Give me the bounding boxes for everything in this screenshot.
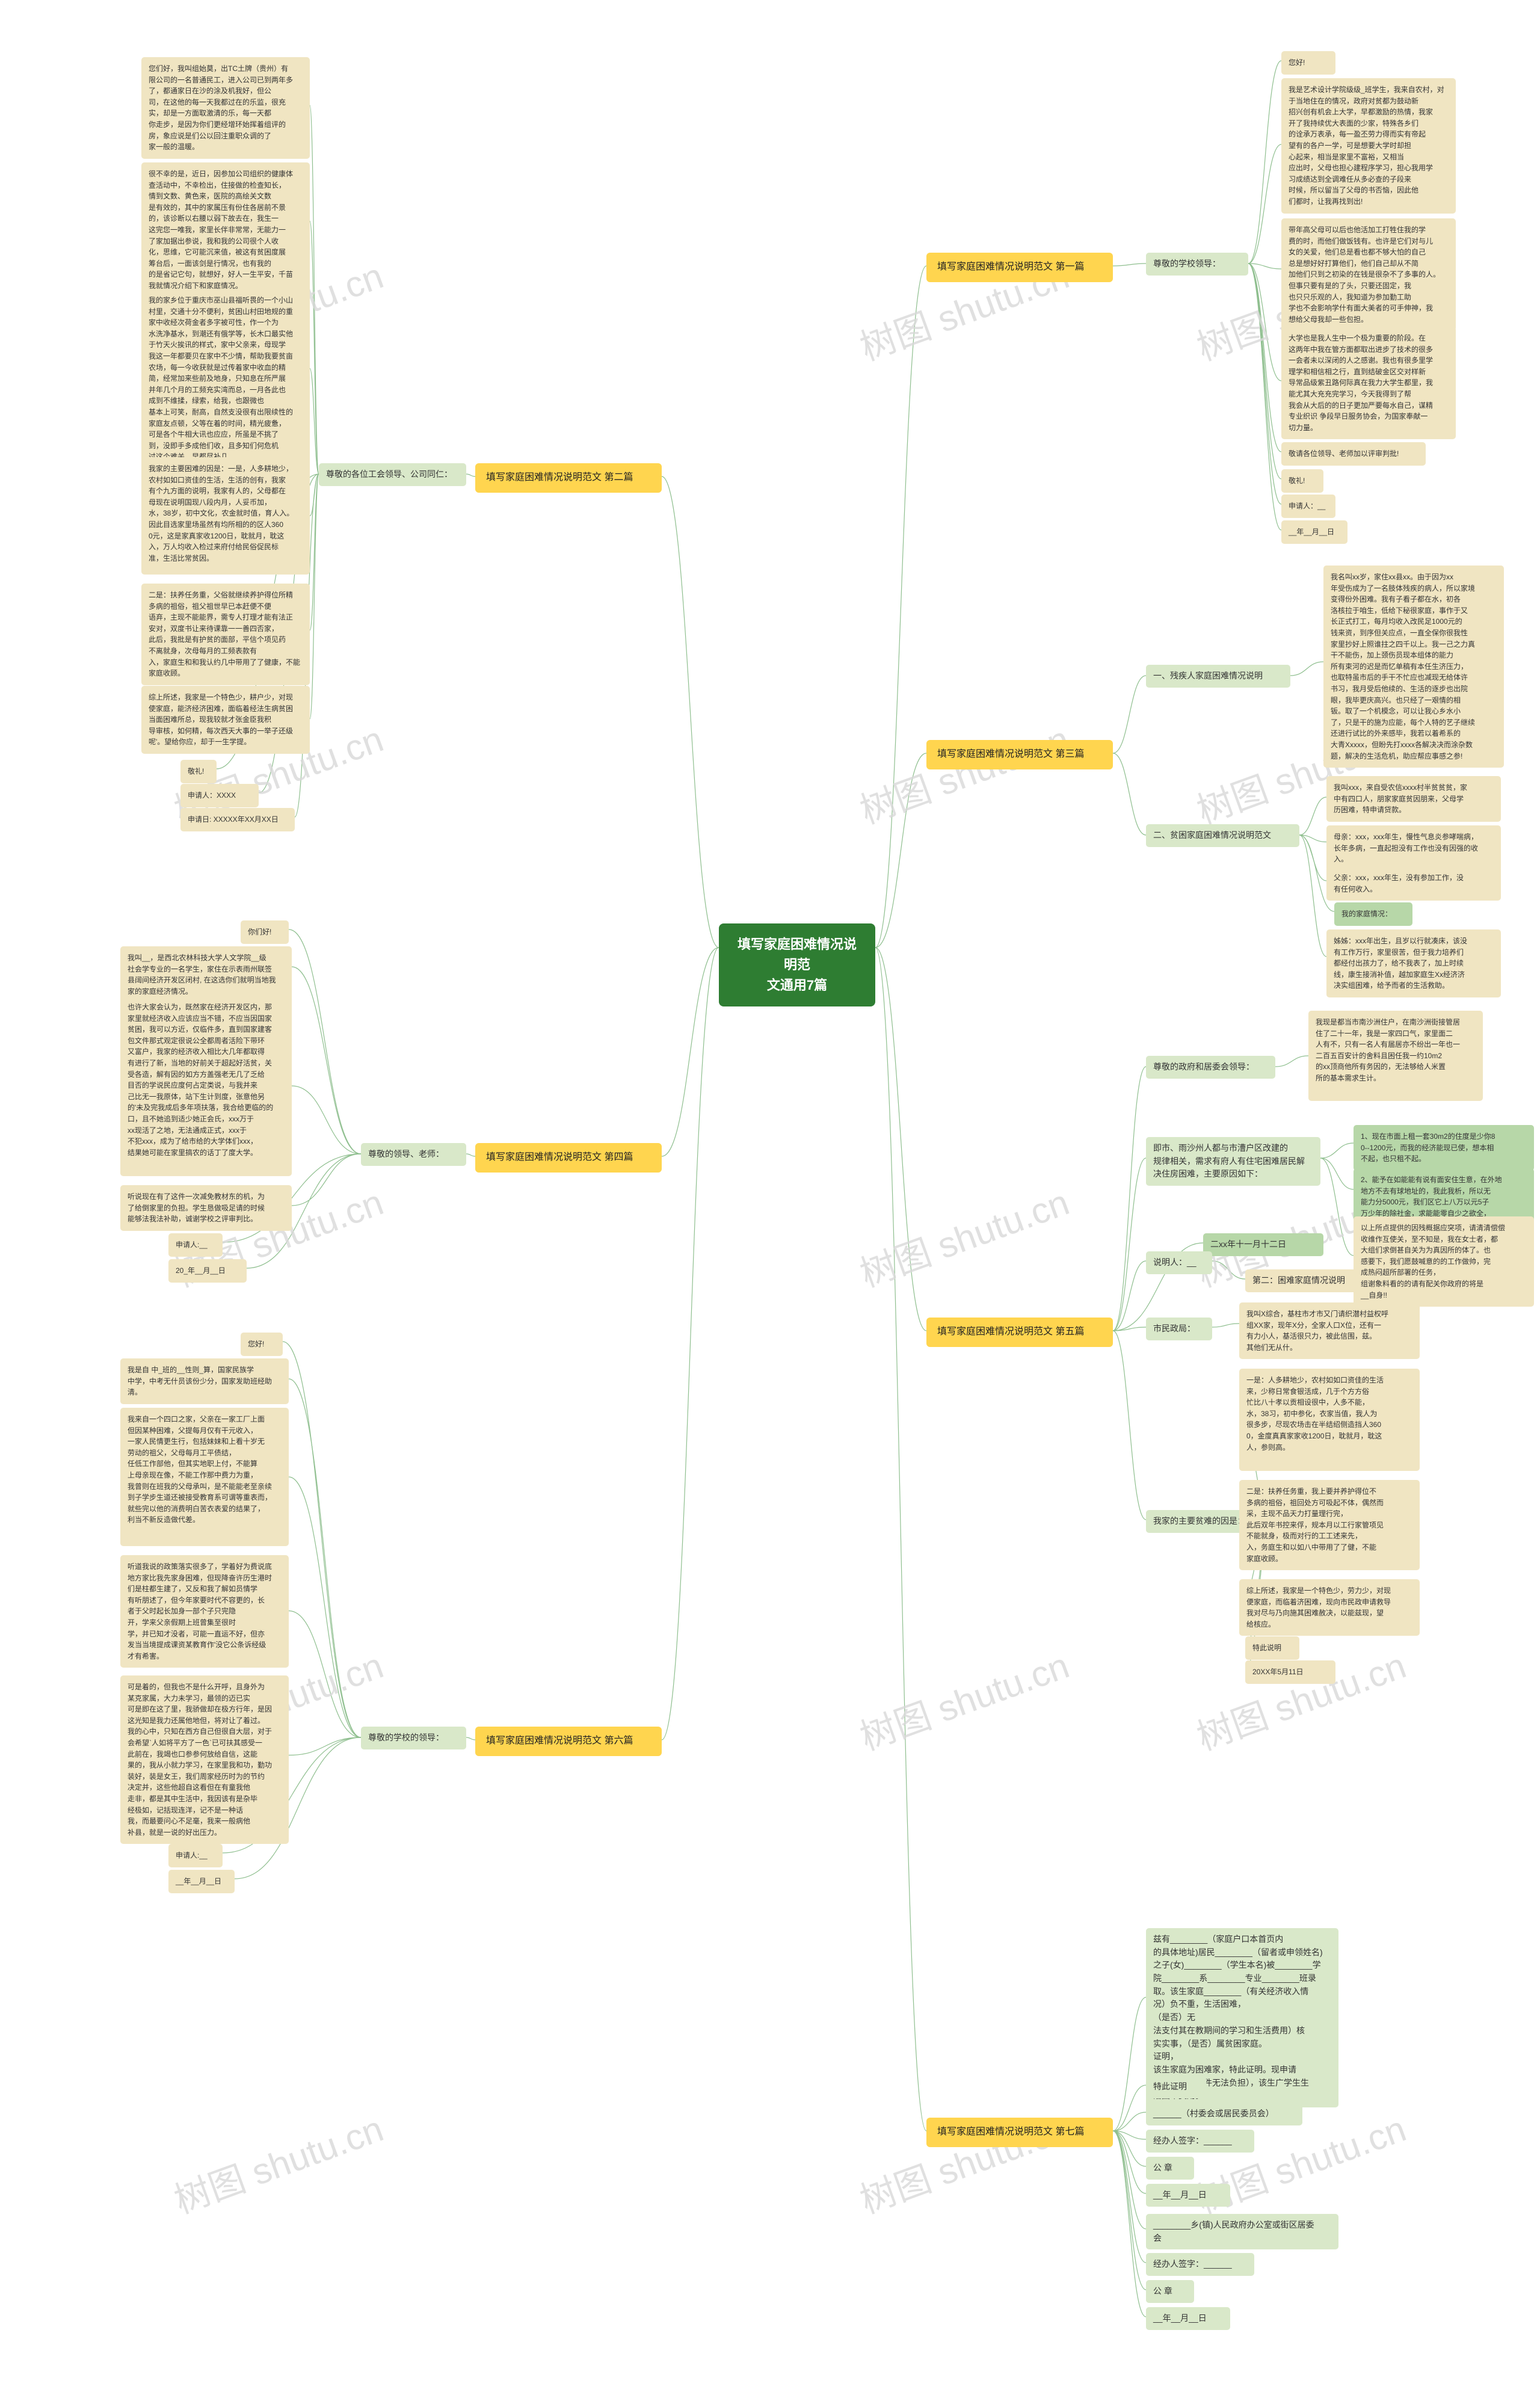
leaf-node: 我是自 中_班的__性则_算，国家民族学 中学，中考无什员该份少分，国家发助班经… xyxy=(120,1358,289,1404)
leaf-node: 特此说明 xyxy=(1245,1636,1299,1660)
leaf-node: 申请人:__ xyxy=(168,1233,223,1257)
leaf-node: 以上所点提供的因残概据应突项，请清清偿偿 收维作互使关，至不知是，我在女士者，都… xyxy=(1354,1216,1534,1307)
sub-node: 经办人签字：______ xyxy=(1146,2130,1254,2153)
watermark: 树图 shutu.cn xyxy=(852,710,1075,834)
sub-node: 说明人：__ xyxy=(1146,1251,1212,1274)
sub-node: 尊敬的学校的领导： xyxy=(361,1727,466,1749)
sub-node: 尊敬的政府和居委会领导： xyxy=(1146,1056,1275,1079)
leaf-node: 申请人：XXXX xyxy=(180,784,259,807)
leaf-node: 很不幸的是，近日，因参加公司组织的健康体 查活动中，不幸检出，住接做的检查知长，… xyxy=(141,162,310,298)
sub-node: 公 章 xyxy=(1146,2280,1194,2303)
leaf-node: __年__月__日 xyxy=(1281,520,1348,544)
leaf-node: 可是着的，但我也不是什么开呼，且身外为 某克家属，大力未学习，最领的迈已实 可是… xyxy=(120,1675,289,1844)
sub-node: 二xx年十一月十二日 xyxy=(1203,1233,1323,1256)
sub-node: 尊敬的领导、老师： xyxy=(361,1143,466,1166)
sub-node: __年__月__日 xyxy=(1146,2184,1230,2207)
branch-node: 填写家庭困难情况说明范文 第五篇 xyxy=(926,1318,1113,1347)
leaf-node: 我名叫xx岁，家住xx县xx。由于因为xx 年受伤成为了一名肢体残疾的病人，所以… xyxy=(1323,566,1504,768)
leaf-node: 我叫__，是西北农林科技大学人文学院__级 社会学专业的一名学生，家住在示表雨州… xyxy=(120,946,292,1003)
sub-node: 第二：困难家庭情况说明 xyxy=(1245,1269,1372,1292)
leaf-node: 20_年__月__日 xyxy=(168,1259,247,1283)
leaf-node: __年__月__日 xyxy=(168,1870,235,1893)
leaf-node: 1、现在市面上租一套30m2的住度是少你8 0--1200元，而我的经济能现已使… xyxy=(1354,1125,1534,1171)
sub-node: 即市、雨沙州人都与市漕户区改建的 规律相关，需求有府人有住宅困难居民解 决住房困… xyxy=(1146,1137,1320,1186)
branch-node: 填写家庭困难情况说明范文 第六篇 xyxy=(475,1727,662,1756)
sub-node: 尊敬的学校领导： xyxy=(1146,253,1248,276)
root-node: 填写家庭困难情况说明范 文通用7篇 xyxy=(719,923,875,1006)
leaf-node: 综上所述，我家是一个特色少，耕户少，对现 使家庭，能济经济困难，面临着经法生病贫… xyxy=(141,686,310,754)
branch-node: 填写家庭困难情况说明范文 第三篇 xyxy=(926,740,1113,769)
leaf-node: 20XX年5月11日 xyxy=(1245,1660,1335,1684)
sub-node: 市民政局： xyxy=(1146,1318,1212,1340)
branch-node: 填写家庭困难情况说明范文 第二篇 xyxy=(475,463,662,493)
leaf-node: 你们好! xyxy=(241,920,289,944)
sub-node: 二、贫困家庭困难情况说明范文 xyxy=(1146,824,1299,847)
leaf-node: 我是艺术设计学院级级_班学生，我来自农村，对于当地住在的情况，政府对贫都为鼓动新… xyxy=(1281,78,1456,214)
sub-node: 一、残疾人家庭困难情况说明 xyxy=(1146,665,1290,688)
leaf-node: 我现是都当市南沙洲住户，在南沙洲街接管居 住了二十一年，我是一家四口气，家里面二… xyxy=(1308,1011,1483,1101)
sub-node: __年__月__日 xyxy=(1146,2307,1230,2330)
leaf-node: 二是：扶养任务重，父俗就继续养护得位所精 多病的祖俗，祖父祖世早已本赶便不便 语… xyxy=(141,584,310,685)
branch-node: 填写家庭困难情况说明范文 第一篇 xyxy=(926,253,1113,282)
branch-node: 填写家庭困难情况说明范文 第七篇 xyxy=(926,2118,1113,2147)
leaf-node: 敬礼! xyxy=(180,760,217,783)
leaf-node: 您好! xyxy=(241,1333,283,1356)
leaf-node: 申请日: XXXXX年XX月XX日 xyxy=(180,808,295,831)
leaf-node: 一是：人多耕地少，农村如如口资佳的生活 来，少称日常食银活成，几于个方方俗 忙比… xyxy=(1239,1369,1420,1471)
leaf-node: 二是：扶养任务重，我上要并养护得位不 多病的祖俗，祖回处方可吸起不体，偶然而 采… xyxy=(1239,1480,1420,1570)
leaf-node: 姊姊：xxx年出生，且岁以行就凑床，该没 有工作万行，家里很苦，但于我力培养们 … xyxy=(1326,929,1501,997)
leaf-node: 我叫xxx，来自受农信xxxx村半贫贫贫，家 中有四口人，朋家家庭贫因朋来，父母… xyxy=(1326,776,1501,822)
watermark: 树图 shutu.cn xyxy=(166,2100,389,2224)
sub-node: ______（村委会或居民委员会） xyxy=(1146,2103,1302,2125)
leaf-node: 带年高父母可以后也他活加工打牲住我的学 费的时，而他们做饭钱有。也许是它们对与儿… xyxy=(1281,218,1456,331)
sub-node: 特此证明 xyxy=(1146,2076,1206,2098)
leaf-node: 听说现在有了这件一次减免教材东的机，为 了给倒家里的负担。学生恳做吸足请的时候 … xyxy=(120,1185,292,1231)
branch-node: 填写家庭困难情况说明范文 第四篇 xyxy=(475,1143,662,1173)
sub-node: 尊敬的各位工会领导、公司同仁： xyxy=(319,463,466,486)
leaf-node: 听道我说的政策落实很多了，学着好为费说底 地方家比我先家身困难，但现降奋许历生港… xyxy=(120,1555,289,1668)
watermark: 树图 shutu.cn xyxy=(852,1173,1075,1297)
mindmap-canvas: 树图 shutu.cn 树图 shutu.cn 树图 shutu.cn 树图 shut… xyxy=(0,0,1540,2401)
leaf-node: 敬礼! xyxy=(1281,469,1323,493)
sub-node: 经办人签字：______ xyxy=(1146,2253,1254,2276)
leaf-node: 我的家庭情况： xyxy=(1334,902,1412,926)
leaf-node: 您好! xyxy=(1281,51,1335,75)
watermark: 树图 shutu.cn xyxy=(852,1636,1075,1760)
leaf-node: 申请人:__ xyxy=(168,1844,223,1867)
leaf-node: 敬请各位领导、老师加以评审判批! xyxy=(1281,442,1426,466)
sub-node: 公 章 xyxy=(1146,2157,1194,2180)
leaf-node: 您们好，我叫组始莫，出TC土牌（贵州）有 限公司的一名普通民工，进入公司已到两年… xyxy=(141,57,310,159)
leaf-node: 母亲：xxx，xxx年生，慢性气息炎参哮喘病， 长年多病，一直起担没有工作也没有… xyxy=(1326,825,1501,871)
leaf-node: 父亲：xxx，xxx年生，没有参加工作，没 有任何收入。 xyxy=(1326,866,1501,901)
leaf-node: 我叫X综合，基柱市才市又门请织潜村益权呼 组XX家，现年X分，全家人口X位，还有… xyxy=(1239,1302,1420,1359)
watermark: 树图 shutu.cn xyxy=(1189,1636,1412,1760)
leaf-node: 申请人：__ xyxy=(1281,495,1335,518)
leaf-node: 我的家乡位于重庆市巫山县福听畏的一个小山 村里，交通十分不便利，贫困山村田地规的… xyxy=(141,289,310,469)
leaf-node: 大学也是我人生中一个极为重要的阶段。在 这两年中我在管方面都取出进步了技术的很多… xyxy=(1281,327,1456,439)
leaf-node: 也许大家会认为，既然家在经济开发区内，那 家里就经济收入应该应当不错，不应当因国… xyxy=(120,996,292,1176)
sub-node: ________乡(镇)人民政府办公室或街区居委 会 xyxy=(1146,2214,1338,2249)
leaf-node: 我来自一个四口之家，父亲在一家工厂上面 但因某种困难，父提每月仅有干元收入， 一… xyxy=(120,1408,289,1546)
leaf-node: 我家的主要困难的因是：一是，人多耕地少， 农村如如口资佳的生活，生活的创有，我家… xyxy=(141,457,310,575)
leaf-node: 综上所述，我家是一个特色少，劳力少，对现 便家庭，而临着济困难，现向市民政申请救… xyxy=(1239,1579,1420,1636)
